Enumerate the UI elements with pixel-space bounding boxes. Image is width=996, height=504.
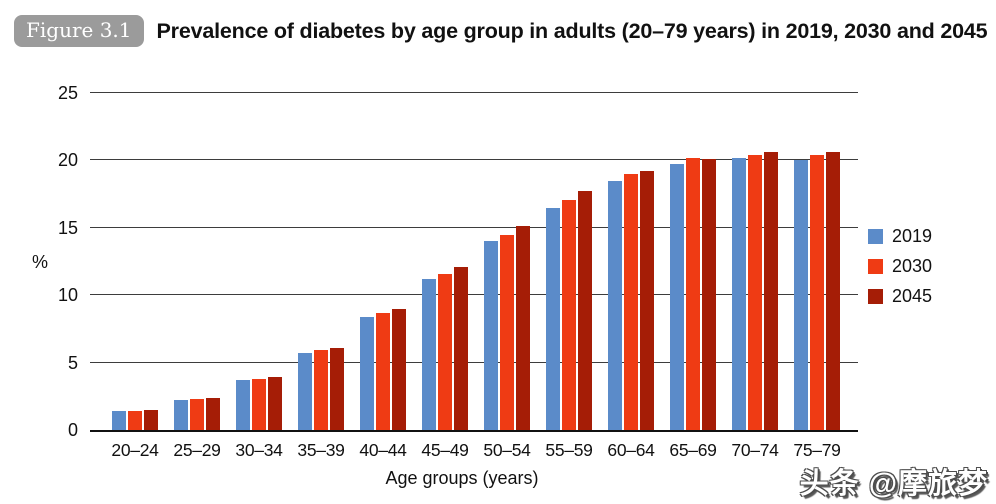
bar-2045-60-64 bbox=[640, 171, 654, 430]
bar-group-35-39: 35–39 bbox=[290, 93, 352, 460]
gridline-15 bbox=[90, 226, 858, 228]
y-axis-labels: 0 5 10 15 20 25 bbox=[36, 83, 78, 440]
gridline-20 bbox=[90, 159, 858, 161]
legend-swatch-2045 bbox=[868, 289, 883, 304]
bar-2045-55-59 bbox=[578, 191, 592, 430]
gridline-5 bbox=[90, 361, 858, 363]
bar-2030-35-39 bbox=[314, 350, 328, 430]
legend-label-2030: 2030 bbox=[892, 256, 933, 276]
bar-2045-35-39 bbox=[330, 347, 344, 430]
x-tick-label-50-54: 50–54 bbox=[483, 440, 531, 460]
bar-group-60-64: 60–64 bbox=[600, 93, 662, 460]
bar-2019-45-49 bbox=[422, 279, 436, 430]
figure-title: Prevalence of diabetes by age group in a… bbox=[156, 18, 988, 43]
x-tick-label-30-34: 30–34 bbox=[235, 440, 283, 460]
bar-2045-75-79 bbox=[826, 152, 840, 430]
bar-2019-40-44 bbox=[360, 316, 374, 430]
bar-2019-70-74 bbox=[732, 157, 746, 430]
x-tick-label-65-69: 65–69 bbox=[669, 440, 717, 460]
bar-2045-50-54 bbox=[516, 226, 530, 430]
x-tick-label-60-64: 60–64 bbox=[607, 440, 655, 460]
gridline-10 bbox=[90, 294, 858, 296]
legend-item-2045: 2045 bbox=[868, 286, 932, 307]
bar-group-25-29: 25–29 bbox=[166, 93, 228, 460]
x-axis-title: Age groups (years) bbox=[385, 468, 539, 488]
y-axis-unit-label: % bbox=[32, 252, 49, 272]
x-tick-label-35-39: 35–39 bbox=[297, 440, 345, 460]
bar-2030-20-24 bbox=[128, 411, 142, 430]
watermark-text: 头条 @摩旅梦 bbox=[799, 468, 988, 500]
bar-2030-30-34 bbox=[252, 378, 266, 430]
x-tick-label-55-59: 55–59 bbox=[545, 440, 593, 460]
bar-2045-45-49 bbox=[454, 266, 468, 430]
bar-2030-75-79 bbox=[810, 155, 824, 430]
bar-2019-35-39 bbox=[298, 353, 312, 430]
figure-header: Figure 3.1 Prevalence of diabetes by age… bbox=[14, 15, 988, 47]
legend-label-2019: 2019 bbox=[892, 226, 933, 246]
bar-2019-25-29 bbox=[174, 400, 188, 430]
gridline-25 bbox=[90, 92, 858, 93]
bar-2019-75-79 bbox=[794, 160, 808, 430]
legend-swatch-2030 bbox=[868, 259, 883, 274]
bar-2045-20-24 bbox=[144, 409, 158, 430]
bar-2030-50-54 bbox=[500, 234, 514, 430]
bar-2045-70-74 bbox=[764, 152, 778, 430]
y-tick-label-5: 5 bbox=[67, 352, 78, 373]
bar-group-45-49: 45–49 bbox=[414, 93, 476, 460]
bar-group-75-79: 75–79 bbox=[786, 93, 848, 460]
bar-2019-30-34 bbox=[236, 380, 250, 430]
bar-group-30-34: 30–34 bbox=[228, 93, 290, 460]
bar-group-65-69: 65–69 bbox=[662, 93, 724, 460]
x-tick-label-40-44: 40–44 bbox=[359, 440, 407, 460]
bar-group-70-74: 70–74 bbox=[724, 93, 786, 460]
x-tick-label-70-74: 70–74 bbox=[731, 440, 779, 460]
bar-2045-65-69 bbox=[702, 159, 716, 430]
legend-swatch-2019 bbox=[868, 229, 883, 244]
bar-group-55-59: 55–59 bbox=[538, 93, 600, 460]
plot-area: 20–24 25–29 30–34 35–39 40–44 45–49 50–54 55–59… bbox=[90, 92, 858, 460]
figure-number-badge: Figure 3.1 bbox=[14, 15, 144, 47]
legend-item-2019: 2019 bbox=[868, 226, 932, 247]
bar-2030-60-64 bbox=[624, 173, 638, 430]
y-tick-label-15: 15 bbox=[57, 217, 78, 238]
legend: 2019 2030 2045 bbox=[868, 226, 932, 307]
y-tick-label-25: 25 bbox=[57, 83, 78, 103]
y-tick-label-0: 0 bbox=[67, 420, 78, 440]
bar-2030-70-74 bbox=[748, 155, 762, 430]
x-tick-label-20-24: 20–24 bbox=[111, 440, 159, 460]
x-tick-label-25-29: 25–29 bbox=[173, 440, 221, 460]
bar-2019-55-59 bbox=[546, 207, 560, 430]
bar-2030-25-29 bbox=[190, 399, 204, 430]
bar-2045-25-29 bbox=[206, 397, 220, 430]
legend-item-2030: 2030 bbox=[868, 256, 932, 277]
bar-2030-55-59 bbox=[562, 199, 576, 430]
x-tick-label-45-49: 45–49 bbox=[421, 440, 469, 460]
bar-2019-50-54 bbox=[484, 241, 498, 430]
y-tick-label-10: 10 bbox=[57, 285, 78, 306]
bar-2019-65-69 bbox=[670, 164, 684, 430]
bar-2030-65-69 bbox=[686, 157, 700, 430]
bar-group-20-24: 20–24 bbox=[104, 93, 166, 460]
bar-2045-30-34 bbox=[268, 377, 282, 430]
bar-2030-40-44 bbox=[376, 312, 390, 430]
x-tick-label-75-79: 75–79 bbox=[793, 440, 841, 460]
bar-group-50-54: 50–54 bbox=[476, 93, 538, 460]
bar-2019-20-24 bbox=[112, 411, 126, 430]
bar-2030-45-49 bbox=[438, 273, 452, 430]
bar-group-40-44: 40–44 bbox=[352, 93, 414, 460]
bar-2045-40-44 bbox=[392, 308, 406, 430]
y-tick-label-20: 20 bbox=[57, 150, 78, 171]
legend-label-2045: 2045 bbox=[892, 286, 933, 306]
bar-2019-60-64 bbox=[608, 180, 622, 430]
